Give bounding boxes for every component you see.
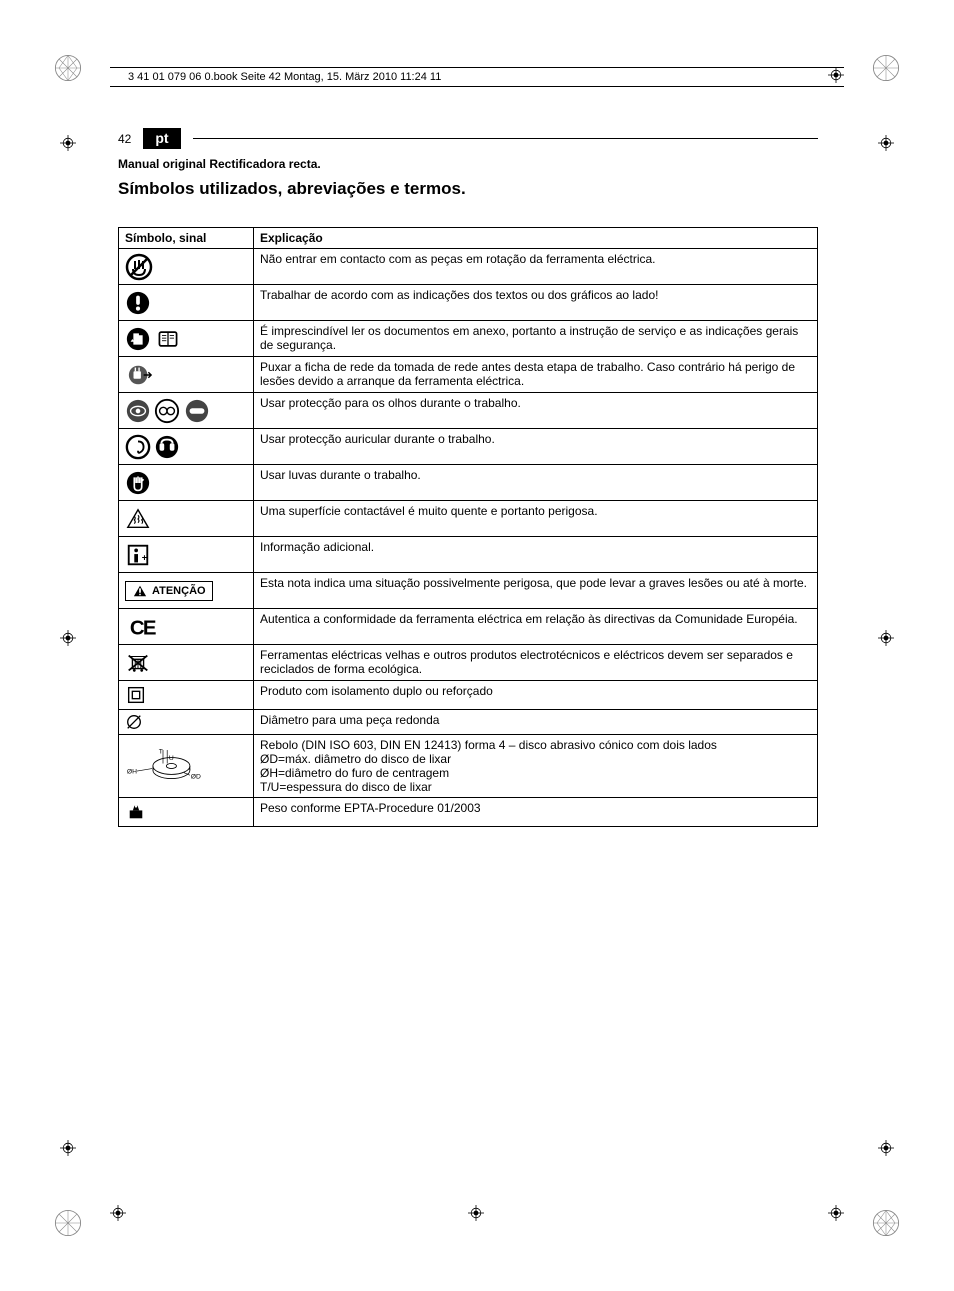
explanation-cell: Uma superfície contactável é muito quent…	[254, 501, 818, 537]
explanation-cell: Trabalhar de acordo com as indicações do…	[254, 285, 818, 321]
corner-ornament-tr	[868, 50, 904, 86]
eye-protect-icon	[125, 403, 210, 417]
svg-text:T: T	[159, 748, 163, 755]
header-text: 3 41 01 079 06 0.book Seite 42 Montag, 1…	[128, 71, 441, 83]
explanation-cell: Rebolo (DIN ISO 603, DIN EN 12413) forma…	[254, 735, 818, 798]
symbol-cell-atencao: ATENÇÃO	[119, 573, 254, 609]
svg-text:ØH: ØH	[127, 769, 137, 776]
symbol-cell-grind-wheel: T U ØH ØD	[119, 735, 254, 798]
explanation-cell: Produto com isolamento duplo ou reforçad…	[254, 681, 818, 710]
symbol-cell-ce	[119, 609, 254, 645]
symbol-cell-diameter	[119, 710, 254, 735]
table-row: T U ØH ØD Rebolo (DIN ISO 603, DIN EN 12…	[119, 735, 818, 798]
symbol-cell-no-touch	[119, 249, 254, 285]
reg-mark	[468, 1205, 484, 1221]
page-number: 42	[118, 132, 131, 146]
symbol-cell-double-insul	[119, 681, 254, 710]
explanation-cell: Usar luvas durante o trabalho.	[254, 465, 818, 501]
observe-icon	[125, 295, 151, 309]
reg-mark	[60, 1140, 76, 1156]
language-badge: pt	[143, 128, 180, 149]
table-row: Usar protecção para os olhos durante o t…	[119, 393, 818, 429]
table-row: Diâmetro para uma peça redonda	[119, 710, 818, 735]
explanation-cell: É imprescindível ler os documentos em an…	[254, 321, 818, 357]
symbol-cell-weee	[119, 645, 254, 681]
reg-mark	[878, 630, 894, 646]
explanation-cell: Usar protecção para os olhos durante o t…	[254, 393, 818, 429]
no-touch-icon	[125, 259, 153, 273]
section-title: Símbolos utilizados, abreviações e termo…	[118, 179, 818, 199]
corner-ornament-bl	[50, 1205, 86, 1241]
table-row: É imprescindível ler os documentos em an…	[119, 321, 818, 357]
table-row: Não entrar em contacto com as peças em r…	[119, 249, 818, 285]
weee-icon	[125, 655, 151, 669]
explanation-cell: Diâmetro para uma peça redonda	[254, 710, 818, 735]
reg-mark	[878, 1140, 894, 1156]
ear-protect-icon	[125, 439, 180, 453]
symbol-cell-observe	[119, 285, 254, 321]
corner-ornament-br	[868, 1205, 904, 1241]
reg-mark	[110, 1205, 126, 1221]
atencao-icon: ATENÇÃO	[125, 587, 213, 601]
symbol-cell-read-docs	[119, 321, 254, 357]
table-row: Informação adicional.	[119, 537, 818, 573]
explanation-cell: Informação adicional.	[254, 537, 818, 573]
explanation-cell: Peso conforme EPTA-Procedure 01/2003	[254, 798, 818, 827]
table-row: Produto com isolamento duplo ou reforçad…	[119, 681, 818, 710]
read-docs-icon	[125, 331, 182, 345]
symbol-cell-weight	[119, 798, 254, 827]
symbol-cell-hot-surface	[119, 501, 254, 537]
table-row: Usar luvas durante o trabalho.	[119, 465, 818, 501]
table-row: Peso conforme EPTA-Procedure 01/2003	[119, 798, 818, 827]
unplug-icon	[125, 367, 155, 381]
explanation-cell: Esta nota indica uma situação possivelme…	[254, 573, 818, 609]
info-icon	[125, 547, 151, 561]
symbol-cell-gloves	[119, 465, 254, 501]
ce-icon	[125, 619, 159, 633]
table-row: Ferramentas eléctricas velhas e outros p…	[119, 645, 818, 681]
table-row: Trabalhar de acordo com as indicações do…	[119, 285, 818, 321]
explanation-cell: Usar protecção auricular durante o traba…	[254, 429, 818, 465]
reg-mark	[60, 630, 76, 646]
col-symbol-header: Símbolo, sinal	[119, 228, 254, 249]
symbols-table: Símbolo, sinal Explicação Não entrar em …	[118, 227, 818, 827]
header-rule	[193, 138, 818, 139]
table-row: Puxar a ficha de rede da tomada de rede …	[119, 357, 818, 393]
svg-text:ØD: ØD	[191, 774, 201, 781]
double-insul-icon	[125, 687, 147, 701]
svg-text:U: U	[169, 755, 174, 762]
table-row: ATENÇÃO Esta nota indica uma situação pos…	[119, 573, 818, 609]
table-row: Usar protecção auricular durante o traba…	[119, 429, 818, 465]
symbol-cell-info	[119, 537, 254, 573]
explanation-cell: Puxar a ficha de rede da tomada de rede …	[254, 357, 818, 393]
col-explain-header: Explicação	[254, 228, 818, 249]
grind-wheel-icon: T U ØH ØD	[125, 758, 201, 772]
reg-mark	[60, 135, 76, 151]
diameter-icon	[125, 714, 143, 728]
gloves-icon	[125, 475, 151, 489]
reg-mark	[828, 1205, 844, 1221]
explanation-cell: Ferramentas eléctricas velhas e outros p…	[254, 645, 818, 681]
symbol-cell-eye-protect	[119, 393, 254, 429]
weight-icon	[125, 804, 147, 818]
reg-mark	[878, 135, 894, 151]
explanation-cell: Não entrar em contacto com as peças em r…	[254, 249, 818, 285]
table-row: Autentica a conformidade da ferramenta e…	[119, 609, 818, 645]
table-row: Uma superfície contactável é muito quent…	[119, 501, 818, 537]
hot-surface-icon	[125, 511, 151, 525]
symbol-cell-ear-protect	[119, 429, 254, 465]
subtitle: Manual original Rectificadora recta.	[118, 157, 818, 171]
corner-ornament-tl	[50, 50, 86, 86]
symbol-cell-unplug	[119, 357, 254, 393]
explanation-cell: Autentica a conformidade da ferramenta e…	[254, 609, 818, 645]
document-header: 3 41 01 079 06 0.book Seite 42 Montag, 1…	[110, 67, 844, 87]
